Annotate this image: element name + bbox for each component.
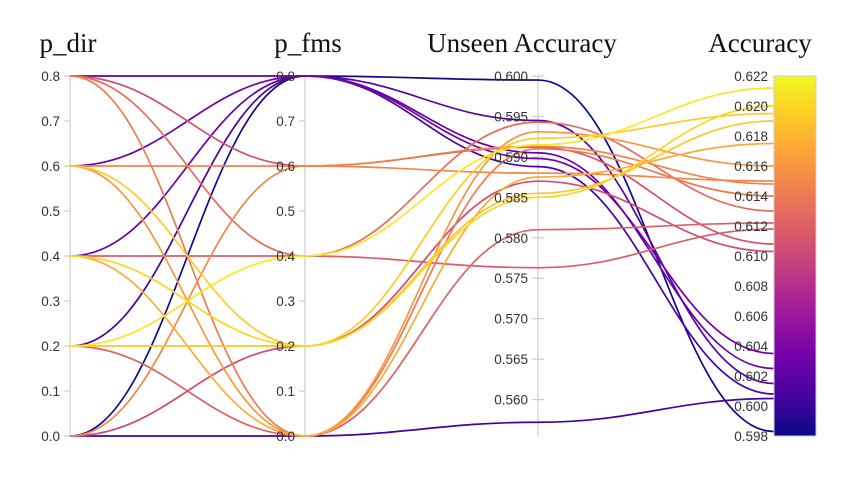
colorbar [773, 75, 817, 437]
tick-label: 0.600 [734, 399, 768, 414]
tick-label: 0.622 [734, 69, 768, 84]
axis-title-3: Accuracy [708, 28, 812, 58]
axis-title-0: p_dir [40, 28, 97, 58]
tick-label: 0.1 [41, 384, 60, 399]
labels-layer: p_dir 0.0 0.1 0.2 0.3 0.4 0.5 0.6 0.7 0.8 p_fms 0.0… [40, 28, 813, 444]
tick-label: 0.590 [494, 150, 528, 165]
tick-label: 0.6 [276, 159, 295, 174]
tick-label: 0.0 [41, 429, 60, 444]
tick-label: 0.0 [276, 429, 295, 444]
record-line [69, 87, 775, 347]
tick-label: 0.560 [494, 393, 528, 408]
record-line [69, 180, 775, 437]
record-line [69, 75, 775, 395]
tick-label: 0.2 [276, 339, 295, 354]
record-line [69, 222, 775, 437]
tick-label: 0.7 [276, 114, 295, 129]
record-line [69, 75, 775, 370]
record-line [69, 75, 775, 437]
record-line [70, 145, 775, 185]
tick-label: 0.570 [494, 312, 528, 327]
tick-label: 0.606 [734, 309, 768, 324]
tick-label: 0.565 [494, 352, 528, 367]
tick-label: 0.600 [494, 69, 528, 84]
tick-label: 0.575 [494, 271, 528, 286]
tick-label: 0.614 [734, 189, 768, 204]
record-line [69, 105, 775, 347]
tick-label: 0.620 [734, 99, 768, 114]
tick-label: 0.8 [276, 69, 295, 84]
tick-label: 0.580 [494, 231, 528, 246]
record-line [69, 112, 775, 347]
axis-title-2: Unseen Accuracy [427, 28, 617, 58]
tick-label: 0.5 [276, 204, 295, 219]
axis-title-1: p_fms [274, 28, 342, 58]
record-line [69, 75, 775, 245]
tick-label: 0.3 [276, 294, 295, 309]
record-line [70, 120, 775, 347]
tick-label: 0.5 [41, 204, 60, 219]
tick-label: 0.598 [734, 429, 768, 444]
tick-label: 0.1 [276, 384, 295, 399]
tick-label: 0.618 [734, 129, 768, 144]
tick-label: 0.2 [41, 339, 60, 354]
lines-layer [69, 75, 775, 437]
tick-label: 0.616 [734, 159, 768, 174]
record-line [69, 75, 775, 385]
record-line [69, 130, 775, 437]
tick-label: 0.608 [734, 279, 768, 294]
tick-label: 0.604 [734, 339, 768, 354]
record-line [69, 75, 775, 355]
tick-label: 0.8 [41, 69, 60, 84]
tick-label: 0.602 [734, 369, 768, 384]
tick-label: 0.612 [734, 219, 768, 234]
tick-label: 0.585 [494, 190, 528, 205]
tick-label: 0.595 [494, 109, 528, 124]
record-line [70, 397, 775, 437]
tick-label: 0.3 [41, 294, 60, 309]
tick-label: 0.4 [276, 249, 295, 264]
tick-label: 0.4 [41, 249, 60, 264]
record-line [69, 75, 775, 437]
record-line [69, 165, 775, 437]
tick-label: 0.610 [734, 249, 768, 264]
tick-label: 0.6 [41, 159, 60, 174]
tick-label: 0.7 [41, 114, 60, 129]
